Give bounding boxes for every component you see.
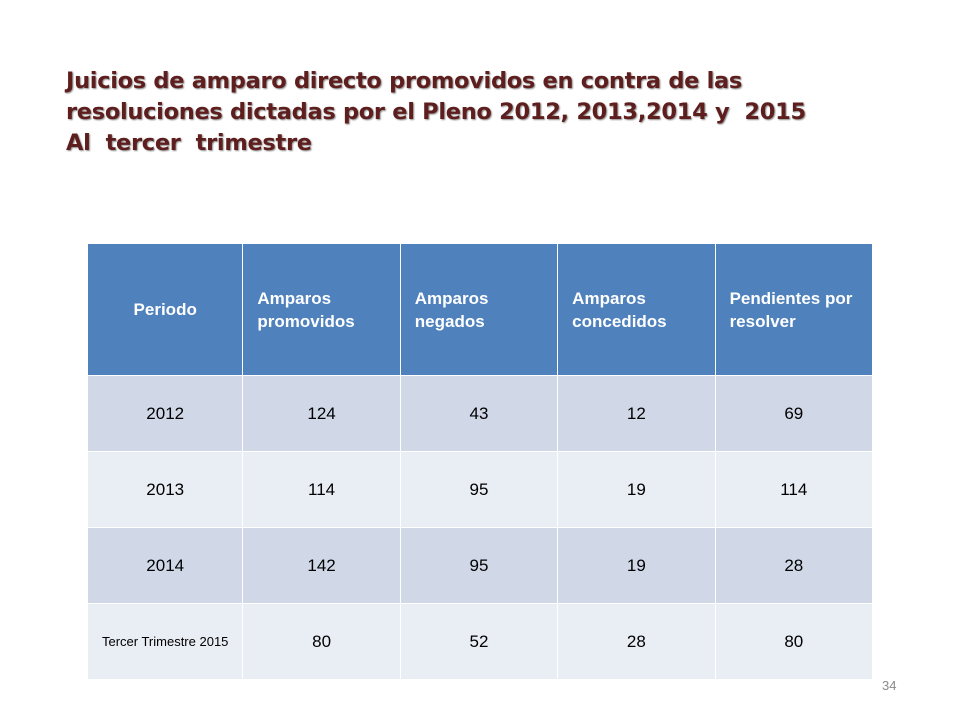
cell-negados: 52 bbox=[399, 603, 559, 680]
cell-periodo: 2013 bbox=[86, 451, 244, 528]
table-row: 2012 124 43 12 69 bbox=[86, 375, 874, 452]
table-header-row: Periodo Amparos promovidos Amparos negad… bbox=[86, 243, 874, 376]
header-amparos-concedidos: Amparos concedidos bbox=[557, 243, 716, 376]
cell-promovidos: 114 bbox=[242, 451, 401, 528]
page-number: 34 bbox=[882, 678, 897, 693]
header-periodo: Periodo bbox=[86, 243, 244, 376]
cell-periodo: 2014 bbox=[86, 527, 244, 604]
header-pendientes-por-resolver: Pendientes por resolver bbox=[714, 243, 874, 376]
cell-pendientes: 28 bbox=[714, 527, 874, 604]
cell-concedidos: 19 bbox=[557, 451, 716, 528]
cell-pendientes: 80 bbox=[714, 603, 874, 680]
cell-promovidos: 80 bbox=[242, 603, 401, 680]
cell-negados: 43 bbox=[399, 375, 559, 452]
cell-negados: 95 bbox=[399, 451, 559, 528]
table-row: Tercer Trimestre 2015 80 52 28 80 bbox=[86, 603, 874, 680]
title-line-3: Al tercer trimestre bbox=[66, 130, 312, 156]
header-amparos-promovidos: Amparos promovidos bbox=[242, 243, 401, 376]
cell-negados: 95 bbox=[399, 527, 559, 604]
cell-pendientes: 114 bbox=[714, 451, 874, 528]
cell-concedidos: 19 bbox=[557, 527, 716, 604]
cell-pendientes: 69 bbox=[714, 375, 874, 452]
amparos-table: Periodo Amparos promovidos Amparos negad… bbox=[86, 243, 874, 680]
cell-concedidos: 12 bbox=[557, 375, 716, 452]
cell-promovidos: 124 bbox=[242, 375, 401, 452]
cell-promovidos: 142 bbox=[242, 527, 401, 604]
title-line-1: Juicios de amparo directo promovidos en … bbox=[66, 68, 743, 94]
table-row: 2014 142 95 19 28 bbox=[86, 527, 874, 604]
cell-periodo: Tercer Trimestre 2015 bbox=[86, 603, 244, 680]
cell-concedidos: 28 bbox=[557, 603, 716, 680]
slide-title: Juicios de amparo directo promovidos en … bbox=[66, 66, 926, 159]
header-amparos-negados: Amparos negados bbox=[399, 243, 559, 376]
cell-periodo: 2012 bbox=[86, 375, 244, 452]
table-row: 2013 114 95 19 114 bbox=[86, 451, 874, 528]
title-line-2: resoluciones dictadas por el Pleno 2012,… bbox=[66, 99, 806, 125]
